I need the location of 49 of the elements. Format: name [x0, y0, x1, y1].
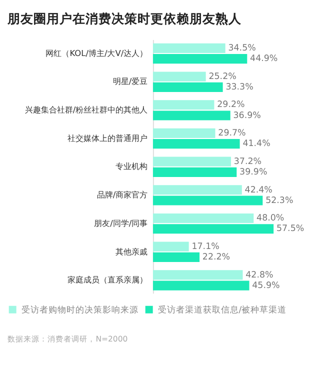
y-tick-label: 网红（KOL/博主/大V/达人）: [46, 48, 148, 58]
y-tick-label: 其他亲戚: [116, 246, 148, 256]
data-label: 45.9%: [252, 280, 280, 291]
data-label: 25.2%: [208, 72, 236, 82]
legend-label: 受访者渠道获取信息/被种草渠道: [158, 304, 287, 316]
bar: [152, 196, 263, 206]
bar: [152, 43, 226, 53]
bar: [152, 82, 223, 92]
data-label: 22.2%: [202, 252, 230, 263]
bar: [152, 156, 231, 166]
y-tick-label: 品牌/商家官方: [96, 190, 148, 200]
data-label: 57.5%: [276, 224, 304, 234]
data-label: 44.9%: [250, 54, 278, 64]
bar: [152, 280, 250, 290]
data-label: 17.1%: [192, 242, 220, 252]
data-label: 33.3%: [226, 82, 254, 93]
chart-title: 朋友圈用户在消费决策时更依赖朋友熟人: [6, 11, 243, 26]
data-label: 29.2%: [217, 100, 245, 110]
bar: [152, 110, 230, 120]
y-tick-label: 兴趣集合社群/粉丝社群中的其他人: [24, 104, 148, 115]
bar: [152, 128, 216, 138]
legend-label: 受访者购物时的决策影响来源: [21, 304, 138, 316]
bar: [152, 167, 237, 177]
data-label: 42.4%: [244, 185, 272, 196]
bar: [152, 270, 243, 280]
y-tick-label: 明星/爱豆: [112, 76, 148, 86]
data-label: 41.4%: [242, 139, 270, 150]
bar: [152, 224, 274, 234]
bar: [152, 139, 240, 149]
data-label: 34.5%: [228, 44, 256, 54]
data-label: 37.2%: [234, 156, 262, 167]
y-tick-label: 家庭成员（直系亲属）: [68, 274, 148, 285]
bar: [152, 54, 248, 64]
data-label: 52.3%: [266, 196, 294, 206]
data-label: 36.9%: [233, 110, 261, 121]
y-tick-label: 社交媒体上的普通用户: [68, 132, 148, 143]
bar: [152, 185, 242, 195]
data-label: 42.8%: [246, 270, 274, 280]
data-label: 39.9%: [240, 168, 268, 178]
source-note: 数据来源：消费者调研，N=2000: [8, 334, 128, 344]
bar: [152, 100, 214, 110]
bar: [152, 72, 206, 82]
bar: [152, 213, 254, 224]
y-tick-label: 专业机构: [116, 161, 148, 172]
bar: [152, 242, 189, 252]
data-label: 48.0%: [256, 214, 284, 224]
bar: [152, 252, 200, 262]
y-tick-label: 朋友/同学/同事: [94, 218, 148, 228]
data-label: 29.7%: [218, 128, 246, 139]
